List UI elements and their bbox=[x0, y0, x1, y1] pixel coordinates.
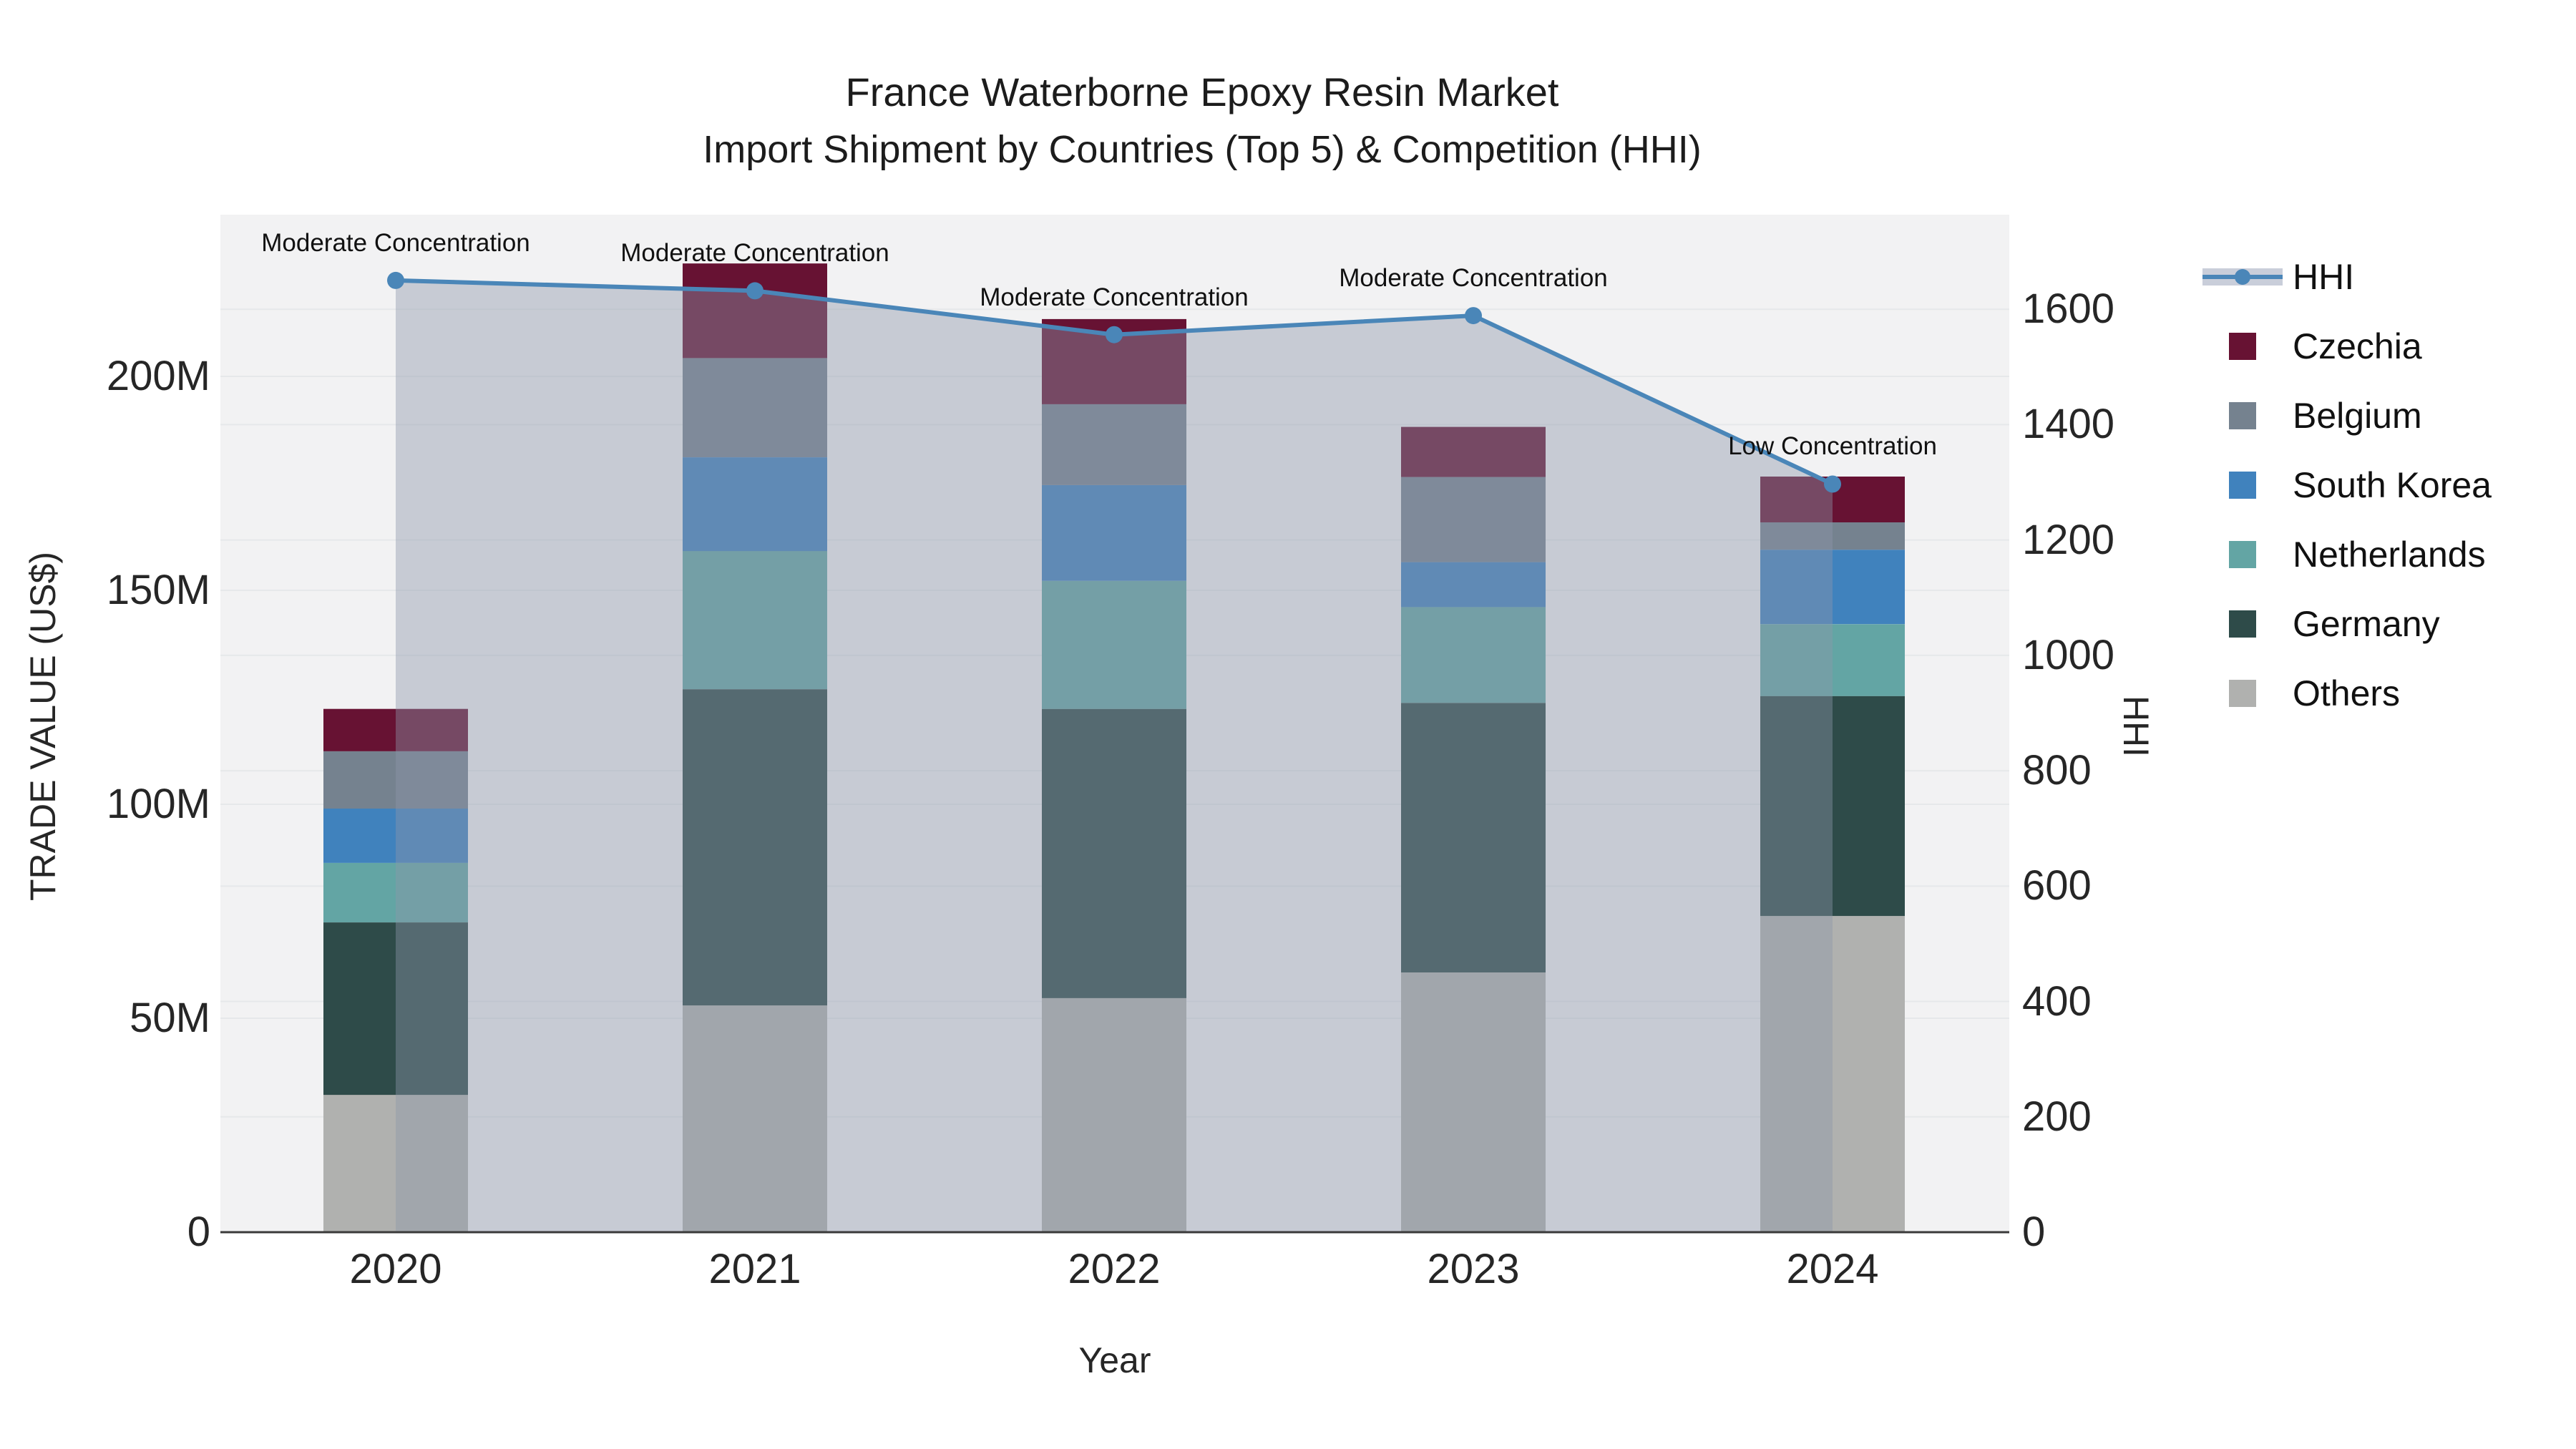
legend-label-germany: Germany bbox=[2293, 603, 2440, 644]
legend-item-south-korea[interactable]: South Korea bbox=[2202, 450, 2492, 519]
hhi-area-fill bbox=[396, 280, 1833, 1232]
y2-tick-label-200: 200 bbox=[2022, 1093, 2092, 1140]
legend-color-others bbox=[2229, 679, 2256, 707]
bar-segment-others-2024 bbox=[1760, 916, 1905, 1232]
x-tick-label-2024: 2024 bbox=[1786, 1246, 1879, 1292]
chart-title-line2: Import Shipment by Countries (Top 5) & C… bbox=[703, 128, 1702, 171]
legend-item-belgium[interactable]: Belgium bbox=[2202, 381, 2492, 450]
bar-segment-others-2023 bbox=[1401, 972, 1546, 1232]
y2-tick-label-600: 600 bbox=[2022, 862, 2092, 909]
legend-label-south-korea: South Korea bbox=[2293, 464, 2492, 505]
legend-item-hhi[interactable]: HHI bbox=[2202, 242, 2492, 311]
bar-segment-netherlands-2023 bbox=[1401, 607, 1546, 703]
annotation-2023: Moderate Concentration bbox=[1339, 264, 1608, 293]
bar-segment-germany-2022 bbox=[1042, 708, 1186, 998]
bar-segment-netherlands-2022 bbox=[1042, 580, 1186, 709]
annotation-2020: Moderate Concentration bbox=[261, 228, 530, 257]
y2-tick-label-1600: 1600 bbox=[2022, 286, 2115, 333]
y2-tick-label-800: 800 bbox=[2022, 747, 2092, 794]
y2-tick-label-1200: 1200 bbox=[2022, 516, 2115, 563]
leg-dot bbox=[2235, 268, 2250, 285]
legend-swatch-icon bbox=[2202, 605, 2283, 643]
bar-segment-germany-2023 bbox=[1401, 703, 1546, 972]
legend-swatch-icon bbox=[2202, 328, 2283, 365]
hhi-marker-2021 bbox=[746, 282, 763, 300]
bar-segment-south-korea-2021 bbox=[683, 457, 827, 552]
legend-color-belgium bbox=[2229, 401, 2256, 429]
y-tick-label-200M: 200M bbox=[106, 353, 210, 400]
bar-segment-others-2021 bbox=[683, 1005, 827, 1232]
legend-label-belgium: Belgium bbox=[2293, 395, 2422, 436]
x-tick-label-2020: 2020 bbox=[349, 1246, 442, 1292]
chart-title-line1: France Waterborne Epoxy Resin Market bbox=[845, 69, 1559, 114]
legend-item-netherlands[interactable]: Netherlands bbox=[2202, 519, 2492, 589]
y-tick-label-50M: 50M bbox=[130, 995, 210, 1041]
hhi-line-swatch-icon bbox=[2202, 258, 2283, 296]
y2-tick-label-1000: 1000 bbox=[2022, 631, 2115, 678]
annotation-2022: Moderate Concentration bbox=[980, 283, 1249, 311]
annotation-2024: Low Concentration bbox=[1728, 432, 1937, 461]
legend-color-czechia bbox=[2229, 332, 2256, 360]
hhi-marker-2023 bbox=[1465, 307, 1482, 325]
legend: HHI Czechia Belgium South Korea Netherlands G… bbox=[2202, 242, 2492, 728]
bar-segment-others-2022 bbox=[1042, 997, 1186, 1232]
right-axis-title: HHI bbox=[2116, 695, 2156, 758]
y2-tick-label-1400: 1400 bbox=[2022, 401, 2115, 448]
legend-swatch-icon bbox=[2202, 536, 2283, 573]
legend-item-czechia[interactable]: Czechia bbox=[2202, 311, 2492, 381]
legend-color-south-korea bbox=[2229, 471, 2256, 499]
y2-tick-label-0: 0 bbox=[2022, 1209, 2046, 1255]
x-tick-label-2022: 2022 bbox=[1068, 1246, 1161, 1292]
y-tick-label-100M: 100M bbox=[106, 781, 210, 828]
annotation-2021: Moderate Concentration bbox=[620, 239, 889, 268]
y2-tick-label-400: 400 bbox=[2022, 977, 2092, 1025]
bar-segment-belgium-2020 bbox=[323, 751, 468, 809]
hhi-marker-2024 bbox=[1824, 475, 1841, 493]
bar-segment-germany-2021 bbox=[683, 689, 827, 1006]
bar-segment-belgium-2021 bbox=[683, 358, 827, 457]
bar-segment-south-korea-2024 bbox=[1760, 550, 1905, 625]
legend-swatch-icon bbox=[2202, 397, 2283, 434]
x-tick-label-2023: 2023 bbox=[1427, 1246, 1520, 1292]
bar-segment-czechia-2021 bbox=[683, 263, 827, 358]
bar-segment-belgium-2024 bbox=[1760, 522, 1905, 550]
bar-segment-germany-2024 bbox=[1760, 696, 1905, 917]
legend-color-germany bbox=[2229, 610, 2256, 638]
legend-swatch-icon bbox=[2202, 675, 2283, 712]
bar-segment-netherlands-2021 bbox=[683, 551, 827, 690]
y-tick-label-150M: 150M bbox=[106, 567, 210, 614]
bar-segment-czechia-2020 bbox=[323, 708, 468, 751]
legend-swatch-icon bbox=[2202, 467, 2283, 504]
x-axis-title: Year bbox=[1078, 1340, 1151, 1380]
legend-label-netherlands: Netherlands bbox=[2293, 534, 2486, 575]
y-tick-label-0: 0 bbox=[187, 1209, 210, 1255]
left-axis-title: TRADE VALUE (US$) bbox=[23, 551, 63, 902]
bar-segment-netherlands-2020 bbox=[323, 862, 468, 922]
hhi-marker-2022 bbox=[1106, 326, 1123, 343]
bar-segment-czechia-2023 bbox=[1401, 426, 1546, 477]
bar-segment-belgium-2023 bbox=[1401, 477, 1546, 562]
bar-segment-germany-2020 bbox=[323, 922, 468, 1096]
bar-segment-south-korea-2020 bbox=[323, 809, 468, 863]
hhi-marker-2020 bbox=[387, 271, 404, 289]
bar-segment-netherlands-2024 bbox=[1760, 624, 1905, 696]
bar-segment-belgium-2022 bbox=[1042, 404, 1186, 485]
legend-item-germany[interactable]: Germany bbox=[2202, 589, 2492, 658]
bar-segment-others-2020 bbox=[323, 1095, 468, 1232]
bar-segment-south-korea-2022 bbox=[1042, 484, 1186, 581]
legend-label-hhi: HHI bbox=[2293, 256, 2355, 297]
legend-item-others[interactable]: Others bbox=[2202, 658, 2492, 728]
legend-color-netherlands bbox=[2229, 540, 2256, 568]
x-tick-label-2021: 2021 bbox=[708, 1246, 801, 1292]
bar-segment-south-korea-2023 bbox=[1401, 562, 1546, 608]
legend-label-others: Others bbox=[2293, 673, 2401, 713]
legend-label-czechia: Czechia bbox=[2293, 326, 2422, 366]
